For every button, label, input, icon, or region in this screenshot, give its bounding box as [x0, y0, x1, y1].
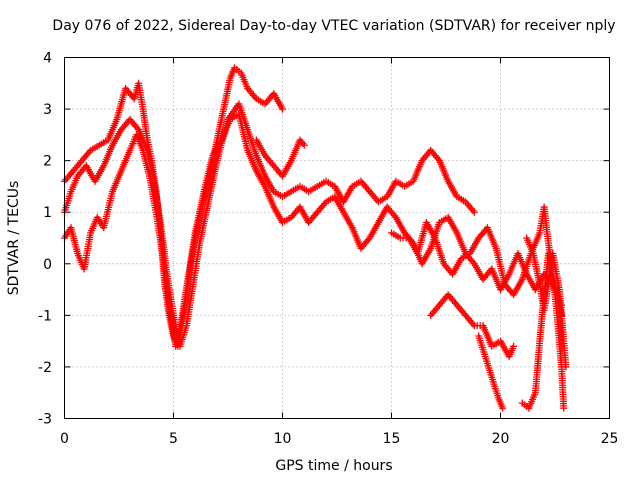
y-tick-label: -3	[38, 412, 52, 428]
data-point	[279, 105, 286, 113]
y-tick-label: 0	[43, 257, 52, 273]
y-tick-label: 1	[43, 205, 52, 221]
x-tick-label: 10	[274, 431, 292, 447]
data-point	[560, 404, 568, 412]
y-tick-labels: -3 -2 -1 0 1 2 3 4	[38, 51, 52, 428]
grid-lines	[64, 57, 610, 419]
data-point	[470, 208, 478, 216]
y-tick-label: 3	[43, 102, 52, 118]
data-point	[300, 141, 308, 149]
data-point	[510, 342, 518, 350]
data-points	[61, 64, 570, 412]
chart-title: Day 076 of 2022, Sidereal Day-to-day VTE…	[52, 18, 615, 34]
x-tick-labels: 0 5 10 15 20 25	[60, 431, 618, 447]
y-tick-label: 4	[43, 51, 52, 67]
x-tick-label: 20	[492, 431, 510, 447]
y-tick-label: -2	[38, 360, 52, 376]
x-tick-label: 0	[60, 431, 69, 447]
data-point	[499, 404, 507, 412]
plot-frame	[64, 57, 610, 419]
y-tick-label: 2	[43, 154, 52, 170]
x-tick-label: 25	[601, 431, 619, 447]
y-tick-label: -1	[38, 308, 52, 324]
y-axis-label: SDTVAR / TECUs	[6, 181, 22, 296]
x-axis-label: GPS time / hours	[275, 458, 392, 474]
x-tick-label: 15	[383, 431, 401, 447]
data-point	[562, 363, 570, 371]
x-tick-label: 5	[169, 431, 178, 447]
